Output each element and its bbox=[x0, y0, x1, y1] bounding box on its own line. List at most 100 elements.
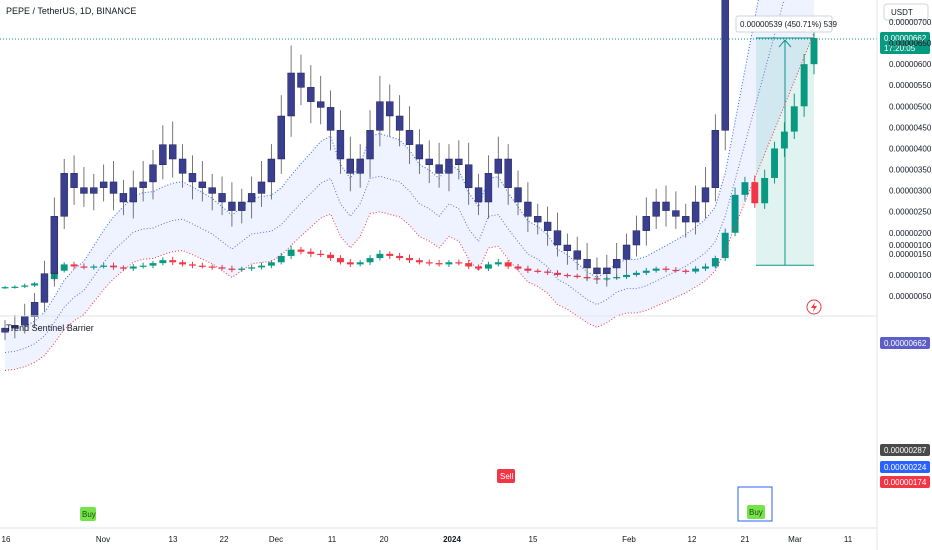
buy-signal-2[interactable]: Buy bbox=[737, 486, 773, 522]
candle-body bbox=[475, 266, 483, 269]
sell-signal[interactable]: Sell bbox=[497, 469, 515, 483]
time-axis-tick: Dec bbox=[269, 535, 283, 544]
indicator-candle-body bbox=[159, 144, 167, 165]
indicator-candle-body bbox=[376, 101, 384, 131]
indicator-candle-body bbox=[228, 201, 236, 211]
indicator-candle-body bbox=[711, 130, 720, 188]
mid-band-badge: 0.00000224 bbox=[880, 461, 930, 473]
indicator-candle-body bbox=[622, 244, 631, 260]
candle-body bbox=[267, 262, 275, 266]
candle-body bbox=[366, 258, 374, 263]
indicator-candle-body bbox=[583, 259, 591, 269]
indicator-candle-body bbox=[435, 164, 443, 174]
candle-body bbox=[800, 64, 808, 107]
candle-body bbox=[406, 258, 413, 261]
lower-band-line bbox=[4, 32, 815, 371]
candle-body bbox=[544, 271, 552, 273]
indicator-candle-body bbox=[474, 187, 483, 203]
indicator-candle-body bbox=[514, 187, 522, 203]
candle-body bbox=[731, 194, 739, 233]
buy-signal-2-label: Buy bbox=[749, 508, 763, 517]
candle-body bbox=[652, 268, 660, 271]
candle-body bbox=[682, 270, 690, 272]
indicator-candle-body bbox=[386, 101, 394, 117]
candle-body bbox=[179, 262, 187, 265]
lightning-alert-icon[interactable] bbox=[806, 299, 822, 315]
mid-band-badge-text: 0.00000224 bbox=[884, 463, 927, 472]
candle-body bbox=[149, 263, 157, 266]
time-axis-tick: 11 bbox=[844, 535, 853, 544]
buy-signal-1[interactable]: Buy bbox=[80, 507, 96, 521]
buy-signal-1-label: Buy bbox=[82, 510, 96, 519]
band-fill bbox=[5, 0, 814, 371]
indicator-candle-body bbox=[612, 259, 621, 269]
indicator-candle-body bbox=[40, 273, 49, 303]
indicator-pane[interactable] bbox=[1, 0, 818, 371]
candle-body bbox=[494, 262, 502, 265]
indicator-candle-body bbox=[139, 181, 147, 188]
lower-band-badge: 0.00000174 bbox=[880, 476, 930, 488]
candle-body bbox=[188, 264, 196, 266]
indicator-candle-body bbox=[346, 158, 355, 174]
candle-body bbox=[425, 262, 433, 264]
candle-body bbox=[751, 182, 759, 204]
candle-body bbox=[31, 283, 39, 286]
indicator-candle-body bbox=[445, 158, 453, 174]
indicator-candle-body bbox=[691, 201, 700, 223]
measure-label: 0.00000539 (450.71%) 539 bbox=[740, 20, 838, 29]
candle-body bbox=[445, 262, 453, 265]
indicator-candle-body bbox=[1, 327, 9, 333]
indicator-candle-body bbox=[494, 158, 502, 174]
candle-body bbox=[277, 255, 285, 263]
price-axis-tick: 0.00000300 bbox=[889, 187, 932, 196]
indicator-candle-body bbox=[80, 187, 88, 194]
candle-body bbox=[297, 249, 305, 252]
indicator-candle-body bbox=[366, 130, 374, 160]
indicator-candle-body bbox=[425, 158, 433, 165]
candle-body bbox=[356, 262, 364, 265]
candle-body bbox=[317, 253, 325, 256]
candle-body bbox=[632, 272, 640, 275]
candle-body bbox=[721, 232, 729, 259]
candle-body bbox=[248, 267, 256, 269]
indicator-candle-body bbox=[573, 250, 581, 260]
time-axis-tick: 15 bbox=[529, 535, 538, 544]
indicator-candle-body bbox=[247, 193, 256, 203]
symbol-title[interactable]: PEPE / TetherUS, 1D, BINANCE bbox=[6, 6, 136, 16]
candle-body bbox=[435, 263, 443, 265]
indicator-candle-body bbox=[534, 216, 542, 223]
indicator-candle-body bbox=[218, 193, 226, 203]
indicator-candle-body bbox=[405, 130, 414, 145]
candle-body bbox=[662, 268, 670, 270]
currency-button[interactable]: USDT bbox=[883, 3, 929, 21]
time-axis-tick: 11 bbox=[328, 535, 337, 544]
indicator-candle-body bbox=[682, 216, 690, 223]
time-axis-tick: Feb bbox=[622, 535, 636, 544]
indicator-candle-body bbox=[484, 173, 493, 203]
indicator-candle-body bbox=[267, 158, 276, 183]
indicator-candle-body bbox=[50, 216, 59, 274]
price-axis-tick: 0.00000400 bbox=[889, 144, 932, 153]
candle-body bbox=[346, 262, 354, 265]
time-axis-tick: Mar bbox=[788, 535, 802, 544]
indicator-candle-body bbox=[238, 201, 246, 211]
indicator-title[interactable]: Trend Sentinel Barrier bbox=[6, 323, 94, 333]
candle-body bbox=[672, 269, 680, 272]
indicator-candle-body bbox=[287, 72, 295, 117]
lower-band-badge-text: 0.00000174 bbox=[884, 478, 927, 487]
candle-body bbox=[327, 254, 335, 259]
candle-body bbox=[100, 265, 108, 267]
candle-body bbox=[11, 286, 19, 288]
indicator-candle-body bbox=[642, 216, 650, 231]
currency-label: USDT bbox=[891, 8, 913, 17]
candle-body bbox=[228, 268, 236, 270]
indicator-candle-body bbox=[208, 187, 216, 194]
indicator-candle-body bbox=[149, 164, 157, 183]
indicator-candle-body bbox=[169, 144, 177, 160]
indicator-candle-body bbox=[119, 193, 128, 203]
indicator-candle-body bbox=[277, 115, 285, 160]
candle-body bbox=[376, 253, 384, 259]
indicator-candle-body bbox=[317, 101, 325, 108]
indicator-candle-body bbox=[395, 115, 404, 131]
